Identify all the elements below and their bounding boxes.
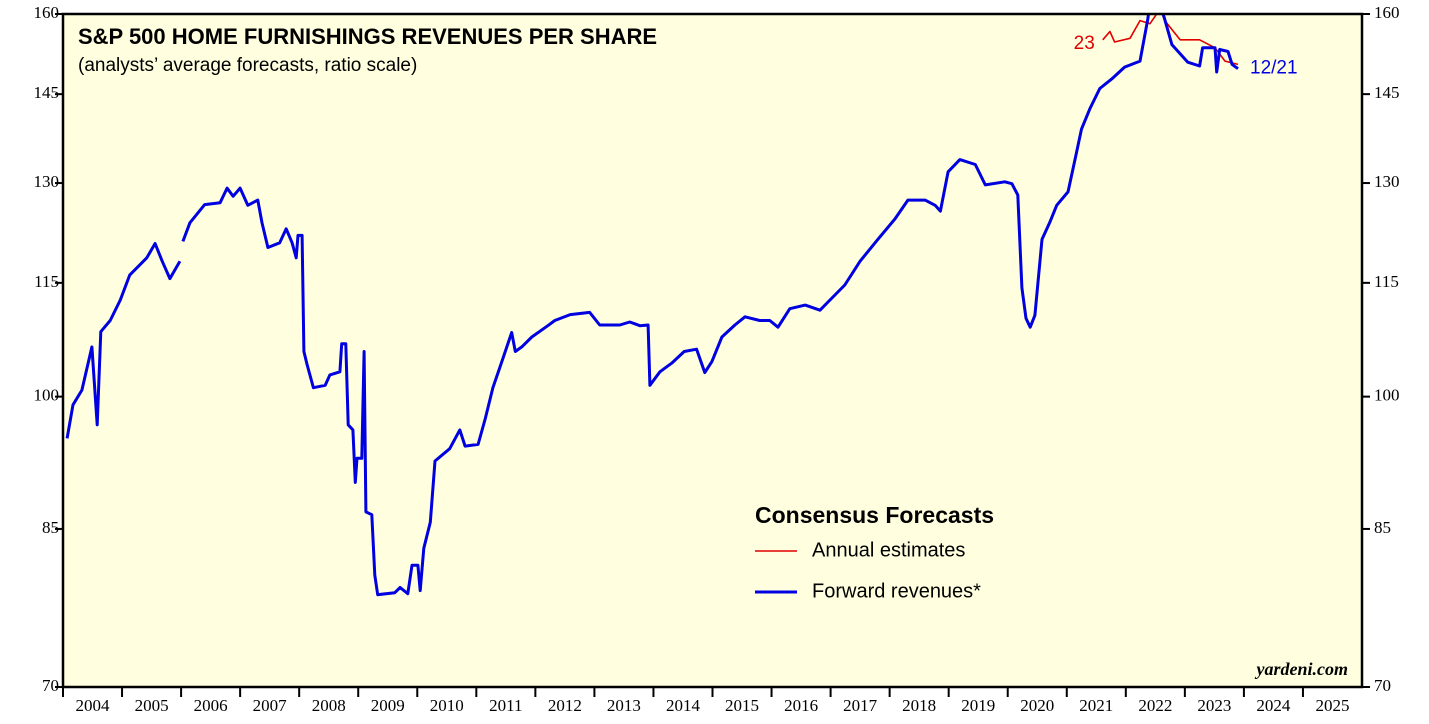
y2-tick-label: 160 (1374, 3, 1400, 22)
x-tick-label: 2006 (194, 696, 228, 715)
x-tick-label: 2025 (1315, 696, 1349, 715)
x-tick-label: 2010 (430, 696, 464, 715)
series-line (65, 14, 1239, 597)
x-tick-label: 2014 (666, 696, 701, 715)
y2-tick-label: 145 (1374, 83, 1400, 102)
x-tick-label: 2012 (548, 696, 582, 715)
source: yardeni.com (1255, 659, 1349, 679)
legend-label: Forward revenues* (812, 580, 981, 602)
y2-tick-label: 115 (1374, 272, 1399, 291)
series-annotation: 23 (1074, 33, 1095, 54)
plot-background (63, 14, 1362, 687)
plot-border (61, 12, 1364, 689)
y-tick-label: 115 (34, 272, 59, 291)
y-tick-label: 70 (42, 676, 59, 695)
x-tick-label: 2005 (135, 696, 169, 715)
x-tick-label: 2021 (1079, 696, 1113, 715)
legend-label: Annual estimates (812, 539, 965, 561)
legend-title: Consensus Forecasts (755, 502, 994, 528)
x-tick-label: 2015 (725, 696, 759, 715)
x-tick-label: 2023 (1197, 696, 1231, 715)
x-tick-label: 2018 (902, 696, 936, 715)
x-tick-label: 2004 (76, 696, 111, 715)
y-tick-label: 160 (34, 3, 60, 22)
y2-tick-label: 100 (1374, 386, 1400, 405)
x-tick-label: 2013 (607, 696, 641, 715)
x-tick-label: 2017 (843, 696, 878, 715)
y-tick-label: 85 (42, 518, 59, 537)
x-tick-label: 2007 (253, 696, 288, 715)
plot-lines (65, 14, 1239, 597)
x-tick-label: 2016 (784, 696, 818, 715)
chart-title: S&P 500 HOME FURNISHINGS REVENUES PER SH… (78, 24, 657, 49)
x-tick-label: 2022 (1138, 696, 1172, 715)
y2-tick-label: 130 (1374, 172, 1400, 191)
x-tick-label: 2019 (961, 696, 995, 715)
y-tick-label: 145 (34, 83, 60, 102)
x-tick-label: 2011 (489, 696, 522, 715)
y-tick-label: 100 (34, 386, 60, 405)
y-tick-label: 130 (34, 172, 60, 191)
y2-tick-label: 70 (1374, 676, 1391, 695)
x-tick-label: 2024 (1256, 696, 1291, 715)
x-tick-label: 2009 (371, 696, 405, 715)
x-tick-label: 2008 (312, 696, 346, 715)
series-annotation: 12/21 (1250, 58, 1298, 79)
y2-tick-label: 85 (1374, 518, 1391, 537)
x-tick-label: 2020 (1020, 696, 1054, 715)
chart-subtitle: (analysts’ average forecasts, ratio scal… (78, 55, 417, 76)
